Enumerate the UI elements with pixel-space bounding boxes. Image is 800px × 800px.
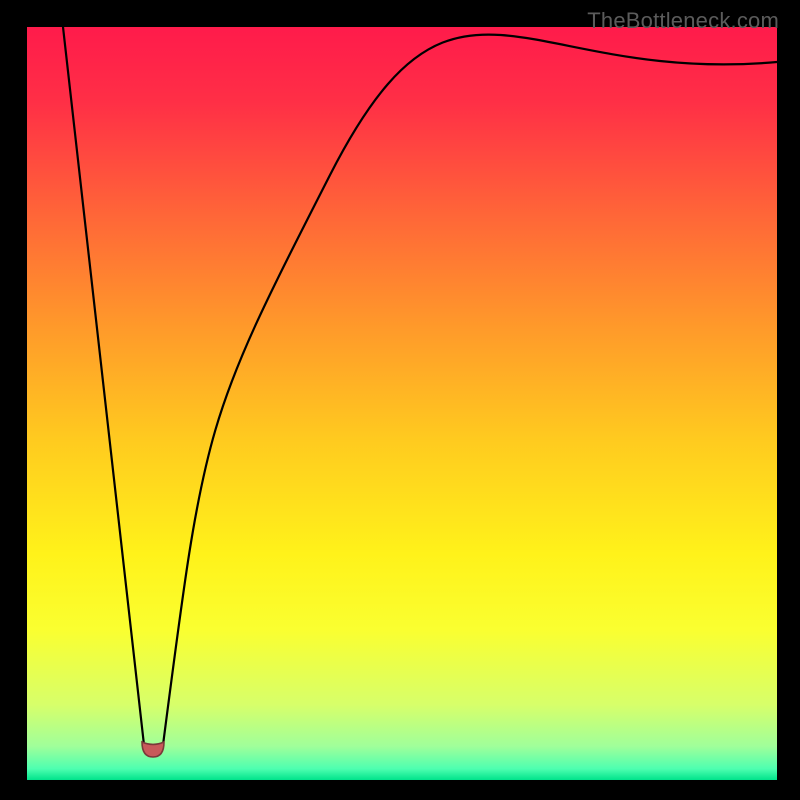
chart-stage: TheBottleneck.com xyxy=(0,0,800,800)
chart-svg xyxy=(27,27,777,780)
plot-area xyxy=(27,27,777,780)
gradient-background xyxy=(27,27,777,780)
watermark-text: TheBottleneck.com xyxy=(587,8,779,34)
dip-marker xyxy=(142,742,164,757)
